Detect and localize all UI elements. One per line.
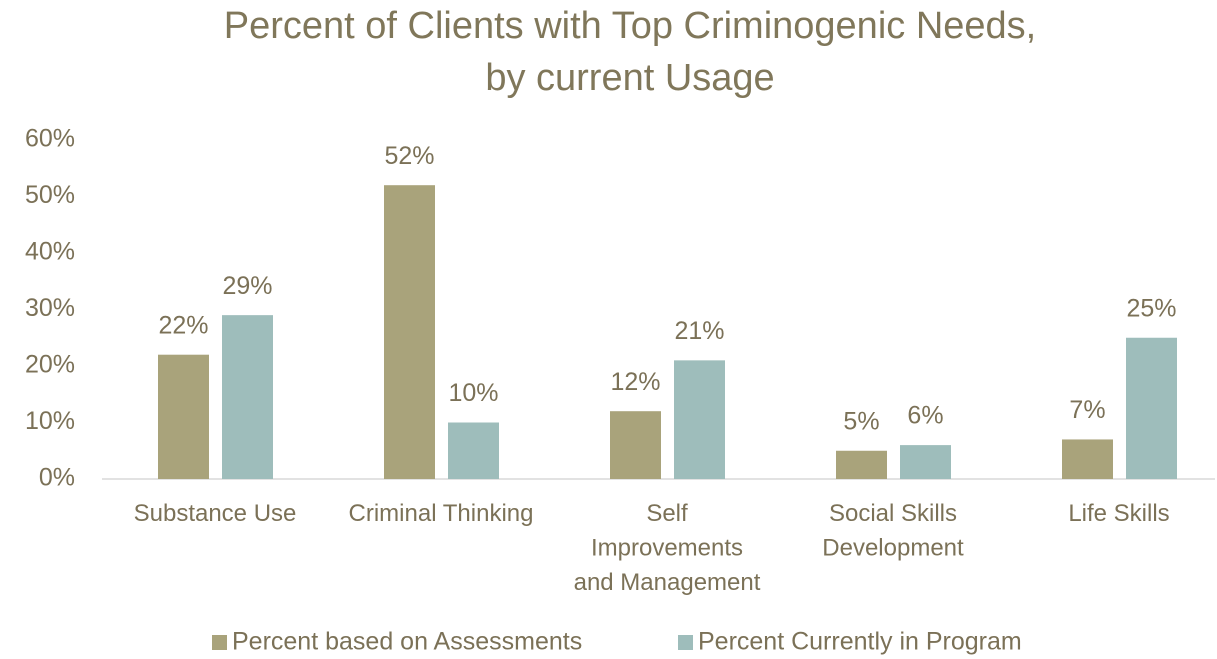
y-tick-label: 20% bbox=[25, 351, 75, 379]
bar bbox=[1126, 337, 1177, 479]
legend-swatch bbox=[212, 635, 227, 650]
chart-title: Percent of Clients with Top Criminogenic… bbox=[224, 5, 1036, 47]
data-label: 7% bbox=[1069, 396, 1105, 424]
data-label: 21% bbox=[674, 317, 724, 345]
bar bbox=[610, 411, 661, 479]
y-tick-label: 60% bbox=[25, 125, 75, 153]
bar bbox=[158, 354, 209, 479]
x-tick-label: Social Skills Development bbox=[822, 500, 964, 562]
data-label: 12% bbox=[610, 368, 660, 396]
data-label: 29% bbox=[222, 272, 272, 300]
x-tick-label: Substance Use bbox=[134, 500, 297, 527]
bar bbox=[384, 185, 435, 479]
bar bbox=[448, 422, 499, 479]
bar bbox=[900, 445, 951, 479]
data-label: 52% bbox=[384, 142, 434, 170]
y-tick-label: 0% bbox=[39, 464, 75, 492]
data-label: 22% bbox=[158, 311, 208, 339]
legend-label: Percent based on Assessments bbox=[232, 628, 582, 656]
x-tick-label: Self Improvements and Management bbox=[574, 500, 761, 596]
y-tick-label: 30% bbox=[25, 294, 75, 322]
bar bbox=[1062, 439, 1113, 479]
legend-swatch bbox=[678, 635, 693, 650]
x-tick-label: Life Skills bbox=[1068, 500, 1169, 527]
bar bbox=[222, 315, 273, 479]
chart-title: by current Usage bbox=[485, 57, 774, 99]
data-label: 25% bbox=[1126, 294, 1176, 322]
y-tick-label: 40% bbox=[25, 238, 75, 266]
y-tick-label: 10% bbox=[25, 407, 75, 435]
bar bbox=[836, 450, 887, 479]
data-label: 6% bbox=[907, 402, 943, 430]
legend-label: Percent Currently in Program bbox=[698, 628, 1022, 656]
bar bbox=[674, 360, 725, 479]
y-tick-label: 50% bbox=[25, 181, 75, 209]
data-label: 10% bbox=[448, 379, 498, 407]
x-tick-label: Criminal Thinking bbox=[349, 500, 534, 527]
data-label: 5% bbox=[843, 407, 879, 435]
